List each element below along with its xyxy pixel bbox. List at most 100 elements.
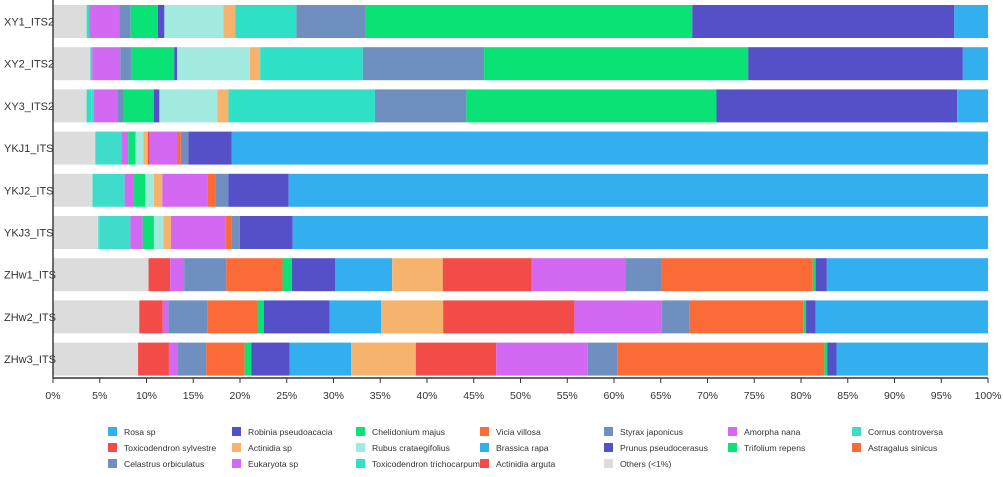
x-tick-label: 60% <box>603 390 624 402</box>
bar-segment <box>170 216 226 249</box>
legend: Rosa sp Robinia pseudoacacia Chelidonium m… <box>108 425 988 470</box>
legend-label: Astragalus sinicus <box>868 442 938 453</box>
category-labels: XY1_ITS2 XY2_ITS2 XY3_ITS2 YKJ1_ITS YKJ2_ITS… <box>4 17 56 367</box>
bar-segment <box>128 131 136 165</box>
bar-segment <box>95 131 122 165</box>
x-tick-label: 20% <box>229 390 250 402</box>
bar-segment <box>134 173 146 207</box>
bar-segment <box>827 342 837 376</box>
x-tick-label: 5% <box>92 390 107 402</box>
legend-item: Vicia villosa <box>480 425 604 438</box>
legend-item: Others (<1%) <box>604 457 728 470</box>
bar-segment <box>159 89 218 123</box>
bar-segment <box>228 173 289 207</box>
bar-segment <box>625 258 662 292</box>
bar-segment <box>162 173 208 207</box>
bar-segment <box>335 258 393 292</box>
bar-segment <box>53 5 87 38</box>
bar-segment <box>962 47 988 81</box>
bar-segment <box>180 131 189 165</box>
legend-item: Astragalus sinicus <box>852 441 976 454</box>
x-tick-label: 75% <box>744 390 765 402</box>
legend-label: Celastrus orbiculatus <box>124 458 205 469</box>
bar-segment <box>288 173 988 207</box>
bar-segment <box>53 173 93 207</box>
legend-label: Prunus pseudocerasus <box>620 442 708 453</box>
legend-swatch <box>356 459 365 468</box>
bar-segment <box>351 342 416 376</box>
bar-segment <box>91 89 95 123</box>
legend-item: Celastrus orbiculatus <box>108 457 232 470</box>
bar-segment <box>661 300 690 334</box>
legend-swatch <box>728 443 737 452</box>
legend-swatch <box>232 459 241 468</box>
bar-segment <box>251 342 290 376</box>
legend-item: Amorpha nana <box>728 425 852 438</box>
legend-label: Cornus controversa <box>868 426 943 437</box>
bar-segment <box>289 342 352 376</box>
bar-segment <box>92 47 121 81</box>
bar-segment <box>957 89 988 123</box>
bar-segment <box>812 258 816 292</box>
legend-label: Vicia villosa <box>496 426 541 437</box>
legend-item: Actinidia arguta <box>480 457 604 470</box>
bar-segment <box>803 300 807 334</box>
x-tick-label: 30% <box>323 390 344 402</box>
bar-segment <box>392 258 443 292</box>
bar-segment <box>239 216 293 249</box>
bar-segment <box>442 258 532 292</box>
legend-label: Chelidonium majus <box>372 426 446 437</box>
bar-segment <box>130 216 143 249</box>
bar-segment <box>826 258 988 292</box>
x-tick-label: 0% <box>45 390 60 402</box>
bar-segment <box>143 131 148 165</box>
legend-item: Chelidonium majus <box>356 425 480 438</box>
bar-segment <box>531 258 626 292</box>
bar-segment <box>177 342 207 376</box>
x-tick-label: 15% <box>183 390 204 402</box>
bar-segment <box>260 47 363 81</box>
legend-swatch <box>604 459 613 468</box>
bar-segment <box>119 5 131 38</box>
bar-segment <box>92 173 95 207</box>
bar-segment <box>282 258 292 292</box>
legend-item: Cornus controversa <box>852 425 976 438</box>
x-axis-ticks: 0% 5% 10% 15% 20% 25% 30% 35% 40% 45% 50% 55% 60% 65%… <box>45 378 1001 402</box>
bar-segment <box>94 89 118 123</box>
bar-segment <box>207 300 258 334</box>
bar-segment <box>53 258 149 292</box>
legend-item: Toxicodendron trichocarpum <box>356 457 480 470</box>
legend-swatch <box>728 427 737 436</box>
bar-segment <box>162 300 169 334</box>
bar-segment <box>184 258 227 292</box>
legend-item: Toxicodendron sylvestre <box>108 441 232 454</box>
bar-segment <box>661 258 813 292</box>
legend-item: Prunus pseudocerasus <box>604 441 728 454</box>
x-tick-label: 40% <box>416 390 437 402</box>
bar-segment <box>296 5 366 38</box>
bar-segment <box>168 300 208 334</box>
bar-segment <box>177 47 250 81</box>
bar-segment <box>374 89 467 123</box>
bar-segment <box>466 89 717 123</box>
stacked-bar-chart: XY1_ITS2 XY2_ITS2 XY3_ITS2 YKJ1_ITS YKJ2_ITS… <box>4 0 1001 402</box>
legend-item: Actinidia sp <box>232 441 356 454</box>
bar-segment <box>90 47 93 81</box>
bar-segment <box>157 5 165 38</box>
bar-segment <box>89 5 120 38</box>
bar-segment <box>223 5 236 38</box>
x-tick-label: 95% <box>931 390 952 402</box>
x-tick-label: 80% <box>790 390 811 402</box>
bar-segment <box>574 300 662 334</box>
category-label: YKJ3_ITS <box>4 228 54 240</box>
x-tick-label: 10% <box>136 390 157 402</box>
legend-label: Rosa sp <box>124 426 156 437</box>
bar-segment <box>145 173 154 207</box>
bar-segment <box>716 89 958 123</box>
bar-segment <box>53 89 87 123</box>
x-tick-label: 25% <box>276 390 297 402</box>
legend-swatch <box>356 443 365 452</box>
legend-swatch <box>480 427 489 436</box>
bar-segment <box>94 173 125 207</box>
bar-segment <box>142 216 154 249</box>
